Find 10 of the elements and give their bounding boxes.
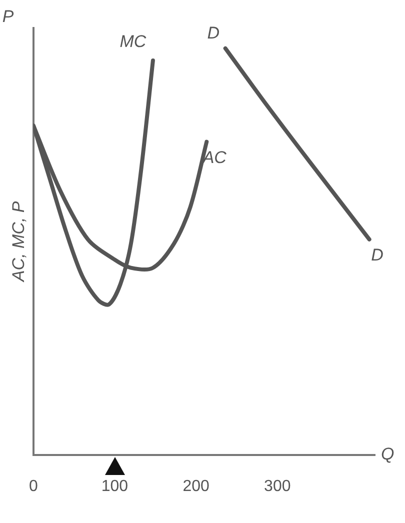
annotation: D xyxy=(207,24,220,43)
x-tick-label: 0 xyxy=(28,478,38,495)
x-tick-label: 200 xyxy=(182,478,210,495)
x-axis-title: Q xyxy=(381,444,394,464)
x-tick-label: 300 xyxy=(264,478,291,495)
y-axis-title: AC, MC, P xyxy=(8,200,28,283)
text: P xyxy=(2,7,14,26)
x-tick-label: 100 xyxy=(101,478,128,495)
series-label: MC xyxy=(120,32,147,51)
series-label: D xyxy=(371,246,384,265)
